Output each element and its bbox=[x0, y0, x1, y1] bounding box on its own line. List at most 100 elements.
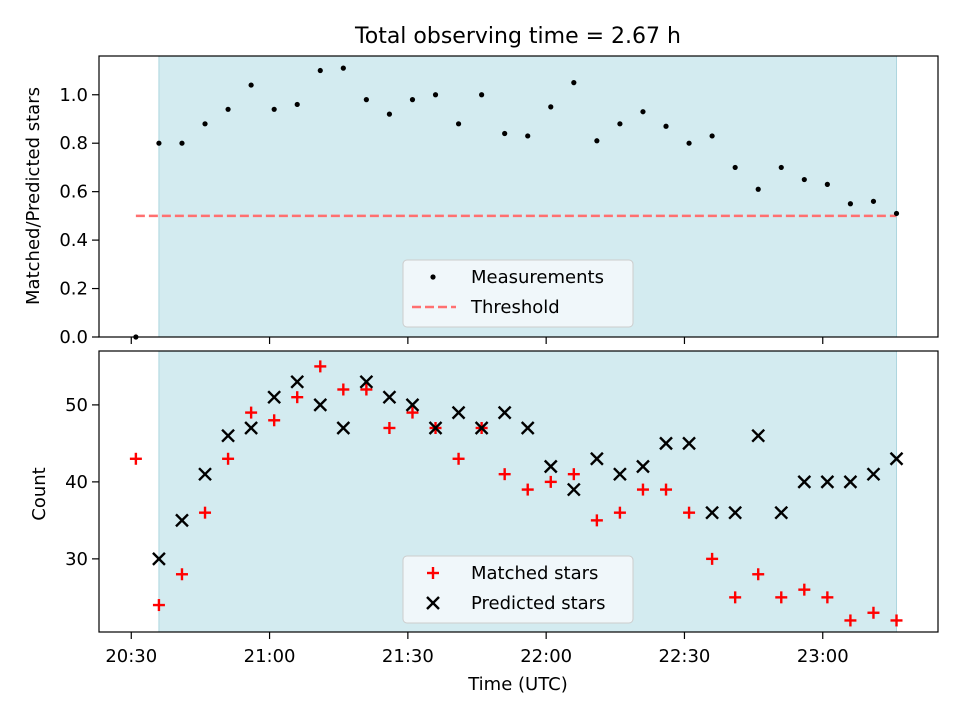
predicted-star-point bbox=[175, 513, 189, 528]
measurement-point bbox=[363, 97, 369, 103]
predicted-star-point bbox=[774, 505, 789, 520]
x-tick-label: 23:00 bbox=[797, 646, 849, 667]
matched-star-point bbox=[706, 552, 719, 565]
measurement-point bbox=[571, 80, 577, 86]
x-tick-label: 22:30 bbox=[659, 646, 711, 667]
matched-star-point bbox=[660, 483, 673, 496]
y-tick-label: 0.8 bbox=[59, 133, 88, 154]
top-plot-frame bbox=[98, 55, 939, 338]
measurement-point bbox=[479, 92, 485, 98]
measurement-point bbox=[755, 186, 761, 192]
top-x-ticks bbox=[130, 337, 824, 344]
matched-star-point bbox=[199, 506, 212, 519]
y-tick-label: 0.0 bbox=[59, 327, 88, 348]
matched-star-point bbox=[752, 568, 765, 581]
predicted-star-point bbox=[451, 405, 466, 420]
measurement-point bbox=[271, 106, 277, 112]
measurement-point bbox=[640, 109, 646, 115]
measurement-point bbox=[893, 210, 900, 217]
predicted-star-point bbox=[359, 374, 374, 389]
predicted-star-point bbox=[336, 421, 351, 435]
bottom-panel: 30 40 50 20:30 21:00 21:30 22:00 22:30 23:00 Co… bbox=[29, 350, 939, 695]
y-tick-label: 30 bbox=[65, 549, 88, 570]
matched-star-point bbox=[175, 568, 188, 581]
measurement-point bbox=[202, 121, 208, 127]
legend-matched-plus bbox=[427, 567, 439, 579]
predicted-star-point bbox=[843, 475, 858, 489]
matched-star-point bbox=[636, 483, 649, 496]
measurement-point bbox=[409, 97, 416, 103]
legend-threshold-label: Threshold bbox=[470, 297, 560, 318]
predicted-star-point bbox=[682, 436, 696, 451]
y-tick-label: 40 bbox=[65, 472, 88, 493]
predicted-star-point bbox=[520, 421, 535, 435]
matched-star-point bbox=[291, 391, 304, 404]
legend-matched-marker bbox=[427, 567, 439, 579]
y-tick-label: 0.4 bbox=[59, 230, 88, 251]
measurement-point bbox=[248, 82, 254, 88]
legend-predicted-cross bbox=[426, 596, 440, 610]
predicted-star-point bbox=[474, 421, 489, 435]
matched-star-point bbox=[521, 483, 534, 496]
predicted-star-point bbox=[590, 451, 604, 466]
matched-star-point bbox=[544, 475, 557, 488]
measurement-point bbox=[340, 65, 346, 71]
matched-star-point bbox=[775, 591, 788, 604]
matched-star-point bbox=[245, 406, 258, 419]
measurement-point bbox=[502, 130, 508, 137]
bottom-y-axis-label: Count bbox=[29, 467, 50, 520]
predicted-star-point bbox=[382, 390, 397, 405]
matched-star-point bbox=[406, 406, 419, 419]
predicted-star-point bbox=[659, 436, 673, 451]
matched-star-point bbox=[821, 591, 834, 604]
predicted-star-point bbox=[889, 451, 904, 466]
matched-star-point bbox=[360, 383, 373, 396]
matched-star-point bbox=[683, 506, 696, 519]
x-tick-label: 21:30 bbox=[382, 646, 434, 667]
legend-measurements-label: Measurements bbox=[471, 267, 604, 288]
measurement-point bbox=[179, 140, 185, 146]
bottom-x-ticks: 20:30 21:00 21:30 22:00 22:30 23:00 bbox=[105, 632, 849, 667]
legend-predicted-label: Predicted stars bbox=[471, 593, 605, 614]
top-panel: 0.0 0.2 0.4 0.6 0.8 1.0 Matched/Predicted sta… bbox=[23, 55, 939, 348]
predicted-star-point bbox=[705, 505, 719, 520]
predicted-star-point bbox=[797, 475, 812, 489]
top-legend-box bbox=[402, 259, 634, 328]
y-tick-label: 1.0 bbox=[59, 85, 88, 106]
bottom-legend-box bbox=[402, 555, 634, 624]
measurement-point bbox=[317, 67, 323, 74]
measurement-point bbox=[778, 164, 784, 171]
x-axis-label: Time (UTC) bbox=[467, 674, 568, 695]
matched-star-point bbox=[590, 514, 603, 527]
top-y-axis-label: Matched/Predicted stars bbox=[23, 87, 44, 305]
matched-star-point bbox=[268, 414, 281, 427]
measurement-point bbox=[686, 140, 692, 146]
matched-star-point bbox=[498, 468, 511, 481]
predicted-star-points bbox=[152, 374, 904, 566]
y-tick-label: 0.6 bbox=[59, 182, 88, 203]
matched-star-point bbox=[383, 421, 396, 434]
predicted-star-point bbox=[198, 467, 212, 482]
bottom-y-ticks: 30 40 50 bbox=[65, 395, 99, 570]
x-tick-label: 22:00 bbox=[520, 646, 572, 667]
matched-star-point bbox=[890, 614, 903, 627]
predicted-star-point bbox=[543, 459, 558, 474]
y-tick-label: 0.2 bbox=[59, 279, 88, 300]
measurement-point bbox=[732, 164, 738, 171]
measurement-point bbox=[663, 123, 669, 129]
predicted-star-point bbox=[221, 428, 235, 443]
legend-matched-label: Matched stars bbox=[471, 563, 598, 584]
predicted-star-point bbox=[405, 398, 420, 412]
bottom-plot-frame bbox=[98, 350, 939, 633]
x-tick-label: 21:00 bbox=[244, 646, 296, 667]
bottom-legend: Matched stars Predicted stars bbox=[402, 555, 634, 624]
top-legend: Measurements Threshold bbox=[402, 259, 634, 328]
measurement-point bbox=[594, 138, 600, 144]
measurement-point bbox=[225, 106, 231, 112]
y-tick-label: 50 bbox=[65, 395, 88, 416]
top-y-ticks: 0.0 0.2 0.4 0.6 0.8 1.0 bbox=[59, 85, 99, 348]
predicted-star-point bbox=[866, 467, 881, 482]
predicted-star-point bbox=[636, 459, 650, 474]
predicted-star-point bbox=[613, 467, 627, 482]
measurement-point bbox=[617, 121, 623, 127]
